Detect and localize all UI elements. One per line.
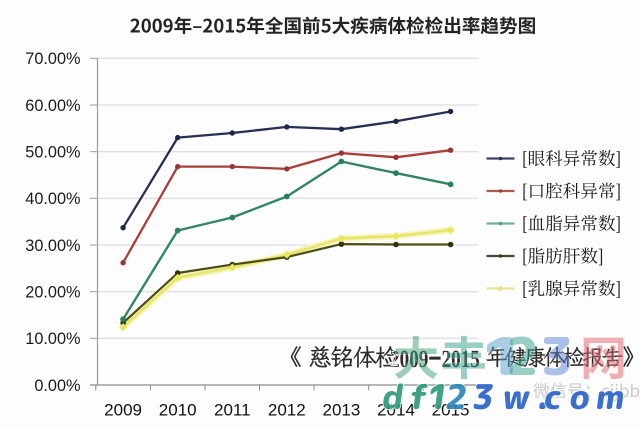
- svg-text:60.00%: 60.00%: [25, 97, 80, 115]
- svg-text:2009: 2009: [104, 401, 142, 420]
- svg-text:0.00%: 0.00%: [34, 377, 80, 395]
- svg-text:70.00%: 70.00%: [25, 50, 80, 68]
- svg-text:50.00%: 50.00%: [25, 144, 80, 162]
- svg-text:20.00%: 20.00%: [25, 284, 80, 302]
- svg-text:10.00%: 10.00%: [25, 330, 80, 348]
- svg-text:2013: 2013: [322, 401, 360, 420]
- svg-text:40.00%: 40.00%: [25, 190, 80, 208]
- svg-text:30.00%: 30.00%: [25, 237, 80, 255]
- svg-text:2012: 2012: [268, 401, 306, 420]
- svg-text:2010: 2010: [159, 401, 197, 420]
- svg-text:2011: 2011: [214, 401, 251, 420]
